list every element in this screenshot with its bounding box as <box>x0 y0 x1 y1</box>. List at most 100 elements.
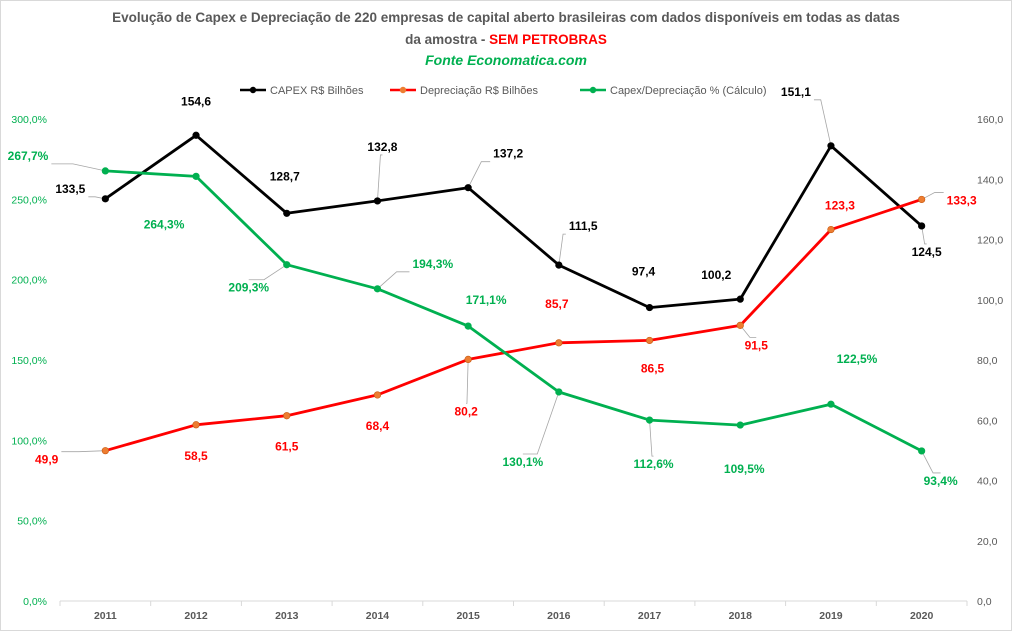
y-left-tick-label: 0,0% <box>23 596 47 608</box>
data-point-1-2020 <box>918 195 926 204</box>
data-point-2-2014 <box>373 285 382 293</box>
data-label-1-2015: 80,2 <box>454 404 478 418</box>
x-tick-label-2011: 2011 <box>94 610 117 622</box>
y-left-tick-label: 250,0% <box>11 194 47 206</box>
data-label-0-2016: 111,5 <box>569 219 598 233</box>
series-line-0 <box>104 133 923 310</box>
data-label-2-2012: 264,3% <box>144 217 185 231</box>
x-tick-label-2018: 2018 <box>729 610 753 622</box>
data-label-leader <box>558 233 566 266</box>
data-label-1-2016: 85,7 <box>545 297 569 311</box>
data-point-2-2012 <box>192 172 200 180</box>
data-label-leader <box>466 359 469 404</box>
data-label-leader <box>522 391 560 455</box>
y-left-tick-label: 200,0% <box>11 275 47 287</box>
data-label-leader <box>813 99 832 146</box>
data-point-2-2013 <box>283 261 291 269</box>
y-right-tick-label: 80,0 <box>977 355 998 367</box>
data-label-0-2013: 128,7 <box>270 169 300 183</box>
x-tick-label-2015: 2015 <box>456 610 480 622</box>
data-label-0-2018: 100,2 <box>701 268 731 282</box>
legend-label-2: Capex/Depreciação % (Cálculo) <box>610 85 767 97</box>
data-label-0-2017: 97,4 <box>632 265 656 279</box>
x-tick-label-2019: 2019 <box>819 610 843 622</box>
data-point-1-2013 <box>283 412 291 420</box>
data-label-leader <box>467 161 491 188</box>
data-label-leader <box>61 450 106 453</box>
y-left-tick-label: 50,0% <box>17 516 47 528</box>
data-point-2-2017 <box>645 416 654 424</box>
data-point-0-2012 <box>192 131 200 139</box>
data-label-1-2017: 86,5 <box>641 361 665 375</box>
legend-marker-1 <box>399 86 407 94</box>
data-label-leader <box>377 154 383 201</box>
y-left-tick-label: 100,0% <box>11 435 47 447</box>
data-label-2-2018: 109,5% <box>724 462 765 476</box>
data-label-0-2019: 151,1 <box>781 85 811 99</box>
data-point-1-2015 <box>464 355 472 363</box>
y-left-tick-label: 300,0% <box>11 114 47 126</box>
data-label-2-2016: 130,1% <box>502 455 543 469</box>
data-label-2-2011: 267,7% <box>8 149 49 163</box>
y-right-tick-label: 40,0 <box>977 476 998 488</box>
data-label-1-2018: 91,5 <box>745 338 769 352</box>
y-right-tick-label: 100,0 <box>977 295 1003 307</box>
data-point-2-2020 <box>918 447 926 455</box>
data-point-0-2011 <box>101 195 109 203</box>
legend-marker-2 <box>589 86 597 94</box>
y-right-tick-label: 160,0 <box>977 114 1003 126</box>
y-right-tick-label: 140,0 <box>977 174 1003 186</box>
data-point-0-2019 <box>827 142 835 150</box>
data-label-1-2019: 123,3 <box>825 199 855 213</box>
data-point-0-2017 <box>645 303 654 312</box>
y-right-tick-label: 120,0 <box>977 235 1003 247</box>
data-point-0-2013 <box>283 209 291 217</box>
data-point-1-2017 <box>645 336 654 345</box>
data-label-leader <box>649 420 654 457</box>
data-label-leader <box>921 225 927 245</box>
data-label-leader <box>51 163 106 172</box>
legend-label-1: Depreciação R$ Bilhões <box>420 85 539 97</box>
legend-label-0: CAPEX R$ Bilhões <box>270 85 364 97</box>
data-point-1-2018 <box>736 321 744 329</box>
data-point-0-2016 <box>555 261 563 269</box>
data-label-0-2012: 154,6 <box>181 94 211 108</box>
data-label-leader <box>921 450 941 474</box>
x-tick-label-2016: 2016 <box>547 610 571 622</box>
series-line-1 <box>104 198 923 453</box>
y-right-tick-label: 20,0 <box>977 536 998 548</box>
data-label-2-2013: 209,3% <box>228 281 269 295</box>
chart-title-highlight: SEM PETROBRAS <box>489 32 607 47</box>
data-label-leader <box>248 264 287 281</box>
x-tick-label-2013: 2013 <box>275 610 299 622</box>
data-point-2-2016 <box>555 388 563 396</box>
data-label-1-2012: 58,5 <box>184 449 208 463</box>
x-tick-label-2014: 2014 <box>366 610 390 622</box>
data-label-0-2011: 133,5 <box>55 182 85 196</box>
data-point-1-2011 <box>101 447 109 455</box>
data-label-1-2014: 68,4 <box>366 419 390 433</box>
data-point-1-2019 <box>827 225 835 234</box>
x-tick-label-2017: 2017 <box>638 610 662 622</box>
data-label-0-2020: 124,5 <box>912 245 942 259</box>
data-label-1-2013: 61,5 <box>275 440 299 454</box>
data-label-0-2014: 132,8 <box>367 140 397 154</box>
data-point-2-2011 <box>101 167 109 175</box>
legend-marker-0 <box>249 86 257 94</box>
data-point-1-2014 <box>373 391 382 399</box>
data-point-0-2020 <box>918 222 926 230</box>
x-tick-label-2012: 2012 <box>184 610 208 622</box>
chart-source: Fonte Economatica.com <box>425 52 587 68</box>
series-line-2 <box>105 169 923 453</box>
data-label-1-2020: 133,3 <box>947 193 977 207</box>
y-right-tick-label: 0,0 <box>977 596 992 608</box>
data-point-1-2016 <box>555 339 563 347</box>
data-label-2-2017: 112,6% <box>634 457 674 471</box>
data-point-2-2018 <box>736 421 744 429</box>
data-label-2-2014: 194,3% <box>412 257 453 271</box>
data-point-0-2018 <box>736 295 744 303</box>
data-point-2-2019 <box>827 400 835 408</box>
x-tick-label-2020: 2020 <box>910 610 934 622</box>
y-right-tick-label: 60,0 <box>977 415 998 427</box>
